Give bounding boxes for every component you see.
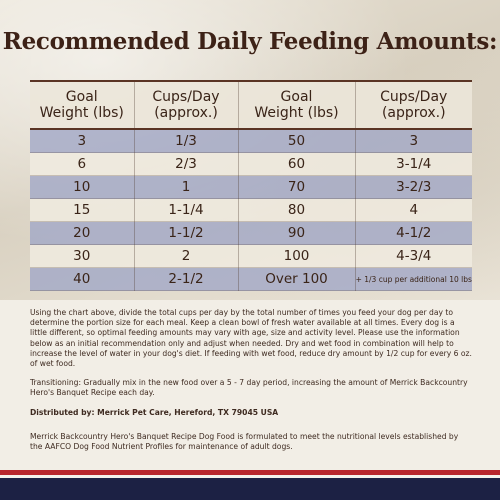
text-panel-background (0, 300, 500, 470)
header-goal-weight-1-label: Goal Weight (lbs) (39, 89, 124, 121)
table-cell: 1 (134, 175, 239, 199)
header-goal-weight-2-label: Goal Weight (lbs) (254, 89, 339, 121)
table-cell: 3-1/4 (355, 152, 472, 176)
aafco-statement-text: Merrick Backcountry Hero's Banquet Recip… (30, 432, 459, 452)
feeding-table-header: Goal Weight (lbs) Cups/Day (approx.) Goa… (30, 80, 472, 130)
table-row: 10 1 70 3-2/3 (30, 175, 472, 199)
red-stripe (0, 470, 500, 475)
table-row: 40 2-1/2 Over 100 + 1/3 cup per addition… (30, 267, 472, 291)
table-cell: 40 (30, 267, 135, 291)
table-cell: 15 (30, 198, 135, 222)
table-cell: 60 (238, 152, 356, 176)
page-title: Recommended Daily Feeding Amounts: (2, 28, 498, 55)
table-cell: 70 (238, 175, 356, 199)
header-cups-per-day-2: Cups/Day (approx.) (355, 80, 472, 130)
table-cell: 4 (355, 198, 472, 222)
additional-cups-note: + 1/3 cup per additional 10 lbs (355, 267, 472, 291)
header-cups-per-day-1-label: Cups/Day (approx.) (152, 89, 220, 121)
table-cell: 2 (134, 244, 239, 268)
table-cell: 6 (30, 152, 135, 176)
table-cell: 50 (238, 129, 356, 153)
table-cell: 1-1/4 (134, 198, 239, 222)
table-row: 20 1-1/2 90 4-1/2 (30, 221, 472, 245)
table-cell: 1-1/2 (134, 221, 239, 245)
table-row: 15 1-1/4 80 4 (30, 198, 472, 222)
table-cell: 90 (238, 221, 356, 245)
table-cell: 80 (238, 198, 356, 222)
feeding-instructions-text: Using the chart above, divide the total … (30, 308, 472, 369)
table-cell: 10 (30, 175, 135, 199)
header-cups-per-day-1: Cups/Day (approx.) (134, 80, 239, 130)
table-row: 3 1/3 50 3 (30, 129, 472, 153)
table-cell: 4-1/2 (355, 221, 472, 245)
feeding-table-body: 3 1/3 50 3 6 2/3 60 3-1/4 10 1 70 3-2/3 … (30, 129, 472, 291)
navy-stripe (0, 478, 500, 500)
distributed-by-text: Distributed by: Merrick Pet Care, Herefo… (30, 408, 279, 417)
transitioning-text: Transitioning: Gradually mix in the new … (30, 378, 468, 398)
table-cell: Over 100 (238, 267, 356, 291)
table-cell: 1/3 (134, 129, 239, 153)
table-cell: 20 (30, 221, 135, 245)
header-goal-weight-2: Goal Weight (lbs) (238, 80, 356, 130)
table-row: 6 2/3 60 3-1/4 (30, 152, 472, 176)
table-cell: 3 (30, 129, 135, 153)
header-row: Goal Weight (lbs) Cups/Day (approx.) Goa… (30, 80, 472, 130)
header-cups-per-day-2-label: Cups/Day (approx.) (380, 89, 448, 121)
feeding-table: Goal Weight (lbs) Cups/Day (approx.) Goa… (30, 80, 472, 291)
table-cell: 100 (238, 244, 356, 268)
table-cell: 2/3 (134, 152, 239, 176)
table-cell: 4-3/4 (355, 244, 472, 268)
table-row: 30 2 100 4-3/4 (30, 244, 472, 268)
table-cell: 3 (355, 129, 472, 153)
table-cell: 30 (30, 244, 135, 268)
white-stripe (0, 475, 500, 478)
header-goal-weight-1: Goal Weight (lbs) (30, 80, 135, 130)
table-cell: 3-2/3 (355, 175, 472, 199)
table-cell: 2-1/2 (134, 267, 239, 291)
